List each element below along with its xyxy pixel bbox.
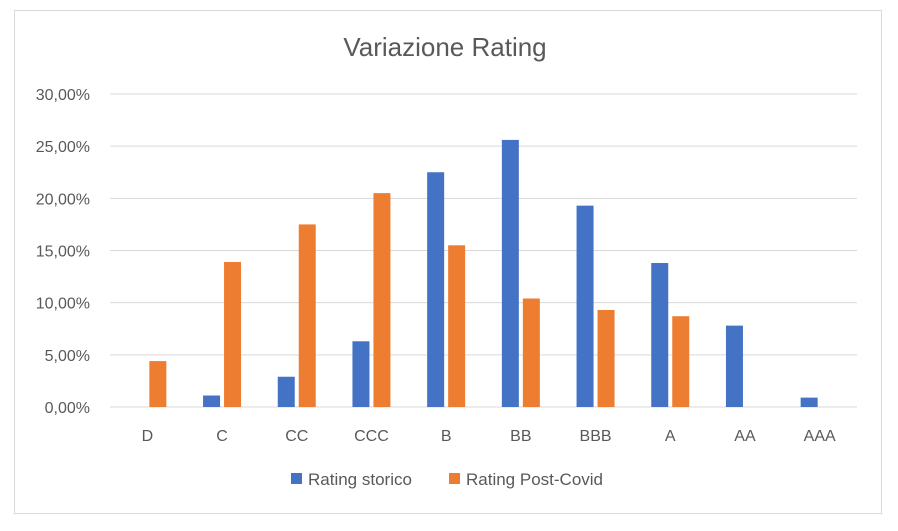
legend-label: Rating Post-Covid	[466, 470, 603, 489]
y-axis-ticks: 0,00% 5,00% 10,00% 15,00% 20,00% 25,00% 30,00%	[36, 87, 90, 417]
bar-rating-storico-a	[651, 263, 669, 407]
x-tick-label: CCC	[354, 428, 389, 445]
bar-rating-post-covid-b	[448, 245, 466, 407]
bar-rating-storico-bb	[501, 139, 519, 407]
bar-rating-storico-aaa	[800, 397, 818, 407]
x-tick-label: BBB	[580, 428, 612, 445]
x-tick-label: AAA	[804, 428, 836, 445]
y-tick-label: 5,00%	[45, 348, 90, 365]
x-tick-label: D	[142, 428, 154, 445]
bar-rating-storico-c	[203, 395, 221, 407]
y-tick-label: 20,00%	[36, 191, 90, 208]
y-tick-label: 0,00%	[45, 400, 90, 417]
y-tick-label: 15,00%	[36, 244, 90, 261]
bar-rating-storico-cc	[277, 376, 295, 407]
bar-rating-post-covid-bbb	[597, 309, 615, 407]
bar-rating-storico-b	[427, 172, 445, 407]
bar-rating-post-covid-c	[224, 261, 242, 407]
bars	[149, 139, 818, 407]
bar-rating-post-covid-a	[672, 316, 690, 407]
y-tick-label: 25,00%	[36, 139, 90, 156]
x-tick-label: C	[216, 428, 228, 445]
bar-rating-post-covid-d	[149, 361, 167, 407]
legend-swatch	[449, 473, 460, 484]
bar-rating-post-covid-bb	[522, 298, 540, 407]
x-tick-label: CC	[285, 428, 308, 445]
bar-rating-post-covid-ccc	[373, 193, 391, 407]
bar-rating-post-covid-cc	[298, 224, 316, 407]
y-tick-label: 30,00%	[36, 87, 90, 104]
x-axis-ticks: D C CC CCC B BB BBB A AA AAA	[142, 428, 836, 445]
bar-rating-storico-aa	[725, 325, 743, 407]
legend-label: Rating storico	[308, 470, 412, 489]
legend-swatch	[291, 473, 302, 484]
chart-title: Variazione Rating	[343, 32, 546, 62]
x-tick-label: B	[441, 428, 452, 445]
legend: Rating storico Rating Post-Covid	[291, 470, 603, 489]
bar-rating-storico-bbb	[576, 205, 594, 407]
y-tick-label: 10,00%	[36, 296, 90, 313]
gridlines	[110, 93, 857, 408]
x-tick-label: BB	[510, 428, 531, 445]
bar-rating-storico-ccc	[352, 341, 370, 407]
x-tick-label: A	[665, 428, 676, 445]
x-tick-label: AA	[734, 428, 756, 445]
